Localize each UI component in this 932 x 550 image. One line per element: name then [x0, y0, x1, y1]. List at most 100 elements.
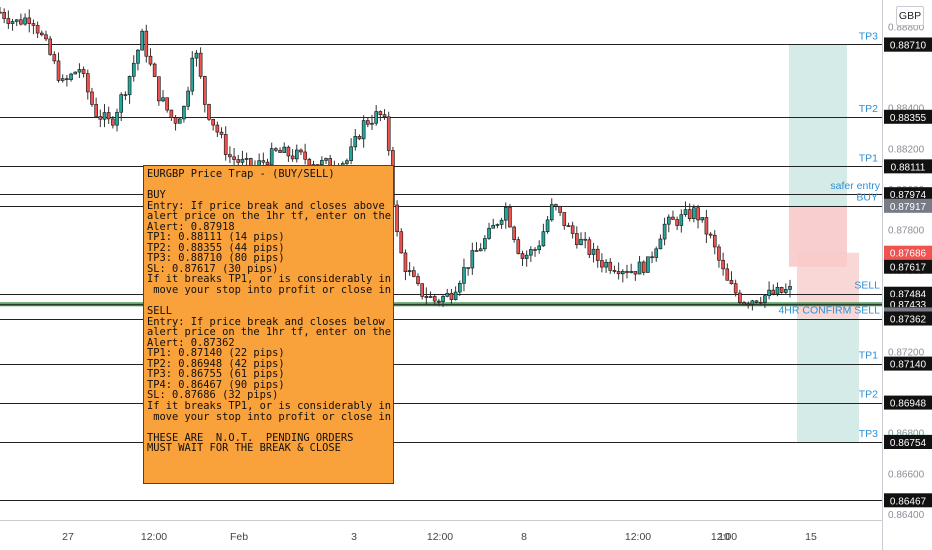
candle — [173, 117, 178, 124]
price-label: 0.86754 — [890, 438, 927, 449]
candle — [608, 261, 613, 271]
candle — [19, 19, 23, 25]
price-label-box — [884, 259, 932, 274]
candle — [294, 149, 299, 160]
candle — [236, 159, 241, 163]
candle — [533, 249, 537, 251]
candles — [0, 7, 792, 311]
candle — [545, 219, 550, 232]
candle — [487, 227, 491, 239]
candle — [165, 97, 169, 111]
candle — [700, 217, 705, 221]
candle — [265, 161, 270, 166]
price-label-box — [884, 245, 932, 260]
currency-badge[interactable]: GBP — [896, 6, 924, 26]
candle — [69, 73, 73, 80]
candle — [420, 283, 424, 297]
candle — [549, 204, 554, 221]
price-tick-label: 0.88400 — [888, 104, 925, 115]
candle — [453, 291, 458, 300]
candle — [386, 116, 391, 151]
position-zone-sell-target — [797, 318, 859, 442]
candle — [98, 116, 103, 120]
candle — [240, 158, 245, 163]
time-tick-label: Feb — [230, 531, 248, 543]
candle — [261, 160, 266, 163]
candle — [215, 124, 220, 133]
candle — [370, 122, 374, 125]
price-tick-label: 0.86800 — [888, 429, 925, 440]
price-label-box — [884, 311, 932, 326]
candle — [566, 225, 571, 227]
candle — [683, 209, 688, 216]
price-label-box — [884, 109, 932, 124]
candle — [349, 146, 353, 161]
candle — [692, 207, 696, 220]
candle — [583, 238, 587, 241]
candle — [733, 283, 738, 294]
note-line — [147, 296, 393, 307]
candle — [738, 292, 742, 303]
price-label: 0.87686 — [890, 249, 927, 260]
candle — [278, 149, 282, 153]
price-label: 0.87140 — [890, 360, 927, 371]
candle — [604, 261, 608, 268]
note-line: move your stop into profit or close in p… — [153, 410, 391, 423]
candle — [190, 57, 195, 92]
candle — [345, 160, 349, 164]
note-line: alert price on the 1hr tf, enter on the … — [147, 210, 391, 223]
candle — [290, 155, 295, 160]
candle — [449, 293, 454, 300]
candle — [395, 204, 399, 232]
candle — [27, 17, 32, 24]
note-line — [147, 180, 393, 191]
note-line: THESE ARE N.O.T. PENDING ORDERS — [147, 431, 354, 444]
candle — [746, 303, 751, 306]
trade-plan-note[interactable]: EURGBP Price Trap - (BUY/SELL) BUY Entry: … — [143, 165, 394, 484]
candle — [495, 224, 500, 226]
price-label-box — [884, 395, 932, 410]
candle — [152, 63, 157, 78]
candle — [6, 18, 11, 24]
price-label-box — [884, 356, 932, 371]
candle — [646, 256, 650, 273]
candle — [767, 289, 771, 296]
candle — [529, 249, 533, 256]
candle — [788, 286, 792, 290]
candle — [39, 32, 44, 36]
candle — [320, 160, 324, 166]
note-line: BUY — [147, 189, 166, 202]
price-tick-label: 0.88200 — [888, 144, 925, 155]
candle — [412, 270, 416, 277]
position-zone-buy-target — [789, 44, 847, 206]
candle — [499, 219, 504, 225]
candle — [558, 206, 562, 213]
time-tick-label: 27 — [62, 531, 74, 543]
candle — [445, 293, 450, 297]
candle — [90, 91, 94, 105]
candle — [299, 149, 303, 153]
candle — [77, 69, 82, 73]
candle — [223, 134, 228, 155]
candle — [52, 54, 57, 62]
note-line: If it breaks TP1, or is considerably in … — [147, 273, 391, 286]
candle — [31, 23, 36, 26]
candle — [177, 118, 182, 124]
candle — [361, 120, 366, 140]
candle — [658, 238, 663, 250]
candle — [554, 204, 558, 207]
zone-label: BUY — [856, 192, 878, 204]
price-label: 0.88355 — [890, 113, 927, 124]
zone-label: safer entry — [830, 180, 880, 192]
note-line: Alert: 0.87362 — [147, 336, 235, 349]
candle — [541, 231, 546, 247]
note-line: If it breaks TP1, or is considerably in … — [147, 400, 391, 413]
candle — [127, 76, 132, 96]
candle — [244, 158, 249, 160]
candle — [123, 94, 128, 96]
time-tick-label: 15 — [805, 531, 817, 543]
candle — [625, 271, 629, 273]
note-line: EURGBP Price Trap - (BUY/SELL) — [147, 168, 335, 180]
candle — [662, 223, 667, 240]
